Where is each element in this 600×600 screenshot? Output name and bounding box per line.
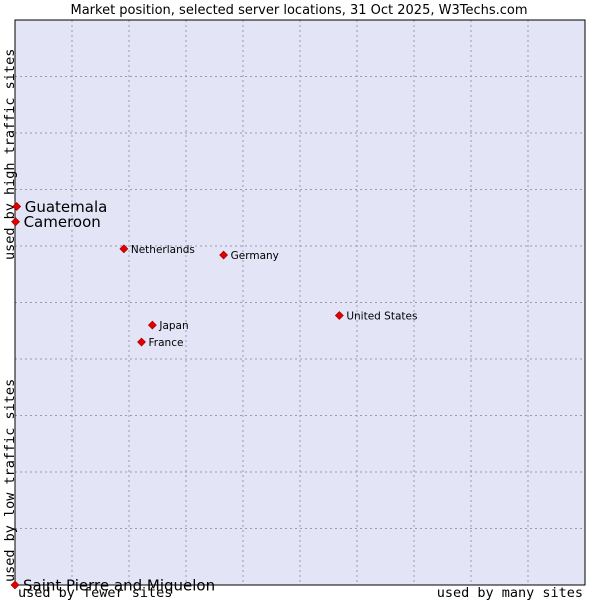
y-axis-label-low: used by low traffic sites — [2, 379, 18, 582]
data-label-japan: Japan — [158, 320, 188, 332]
data-point-guatemala — [12, 202, 22, 211]
data-label-netherlands: Netherlands — [131, 244, 195, 256]
grid-lines — [15, 20, 585, 585]
data-point-united-states — [334, 311, 344, 320]
y-axis-label-high: used by high traffic sites — [2, 49, 18, 260]
data-point-germany — [219, 250, 229, 260]
data-label-saint-pierre-and-miquelon: Saint Pierre and Miquelon — [23, 577, 215, 595]
chart-title: Market position, selected server locatio… — [70, 3, 527, 18]
plot-border — [14, 19, 586, 586]
data-label-germany: Germany — [231, 250, 279, 262]
data-point-saint-pierre-and-miquelon — [10, 580, 20, 590]
data-point-cameroon — [11, 217, 20, 227]
data-point-france — [137, 337, 146, 347]
x-axis-label-low: used by fewer sites — [18, 585, 172, 600]
data-point-netherlands — [119, 244, 129, 254]
x-axis-label-high: used by many sites — [437, 585, 583, 600]
data-label-france: France — [149, 337, 184, 349]
data-label-cameroon: Cameroon — [24, 213, 101, 231]
data-label-united-states: United States — [346, 310, 417, 322]
data-point-japan — [147, 320, 157, 330]
data-label-guatemala: Guatemala — [25, 198, 108, 216]
